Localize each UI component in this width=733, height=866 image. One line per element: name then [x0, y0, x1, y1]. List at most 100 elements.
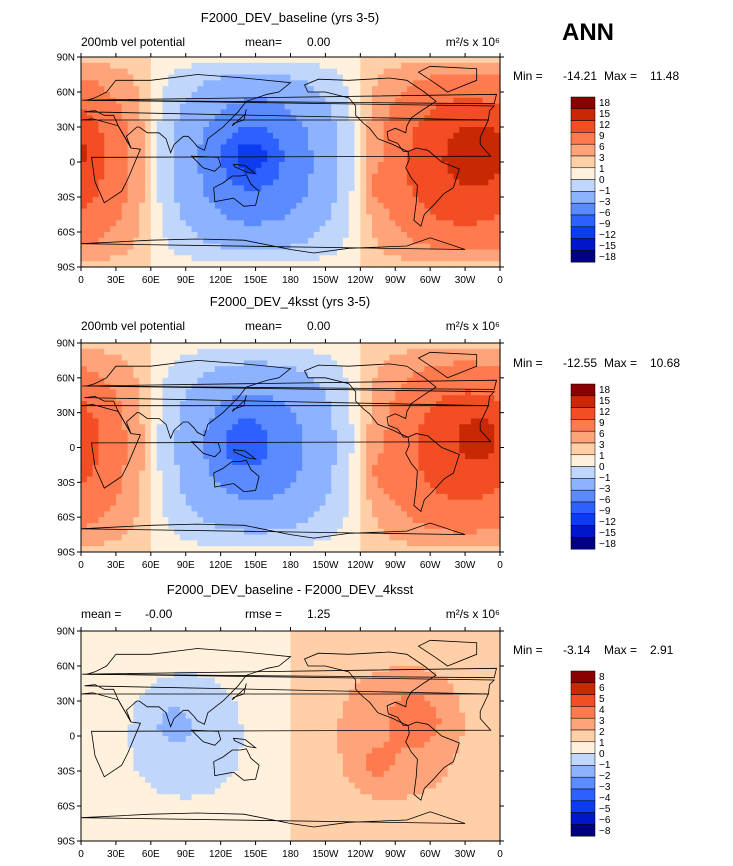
map-cell [185, 179, 193, 186]
map-cell [273, 121, 280, 128]
map-cell [389, 412, 396, 420]
map-cell [354, 220, 361, 227]
colorbar-swatch [570, 108, 596, 121]
map-cell [470, 505, 478, 512]
map-cell [162, 493, 169, 501]
map-cell [383, 435, 391, 443]
map-cell [465, 406, 472, 414]
map-cell [273, 167, 280, 175]
map-cell [86, 132, 94, 140]
map-cell [168, 202, 175, 210]
map-cell [395, 138, 402, 146]
map-cell [337, 377, 344, 385]
map-cell [453, 237, 460, 245]
map-cell [319, 464, 327, 472]
map-cell [243, 430, 251, 437]
map-cell [214, 138, 222, 146]
map-cell [435, 68, 443, 76]
map-cell [494, 62, 501, 70]
map-cell [447, 150, 455, 157]
map-cell [406, 499, 414, 507]
map-cell [203, 459, 210, 466]
map-cell [418, 424, 425, 431]
map-cell [296, 185, 303, 192]
map-cell [331, 57, 338, 64]
map-cell [325, 366, 332, 373]
map-cell [412, 150, 420, 157]
map-cell [278, 173, 286, 181]
map-cell [127, 441, 134, 449]
map-cell [360, 197, 367, 204]
map-cell [86, 150, 94, 157]
colorbar-swatch [570, 226, 596, 239]
map-cell [331, 197, 338, 204]
map-cell [412, 453, 420, 460]
map-cell [453, 57, 460, 64]
map-cell [238, 383, 245, 391]
map-cell [447, 389, 455, 396]
map-cell [226, 97, 233, 105]
map-cell [366, 418, 373, 425]
map-cell [307, 191, 315, 198]
map-cell [104, 121, 111, 128]
map-cell [168, 127, 175, 134]
map-cell [115, 522, 123, 530]
map-cell [86, 482, 94, 489]
map-cell [476, 249, 484, 256]
map-cell [185, 249, 193, 256]
map-cell [412, 109, 420, 116]
map-cell [162, 470, 169, 478]
map-cell [435, 395, 443, 402]
map-cell [174, 522, 181, 530]
map-cell [110, 179, 117, 186]
map-cell [453, 62, 460, 70]
map-cell [121, 447, 129, 454]
map-cell [127, 214, 134, 221]
map-cell [441, 412, 449, 420]
map-cell [377, 517, 385, 524]
map-cell [249, 191, 257, 198]
map-cell [104, 97, 111, 105]
map-cell [337, 389, 344, 396]
map-cell [98, 430, 105, 437]
map-cell [453, 80, 460, 87]
map-cell [191, 220, 198, 227]
map-cell [465, 185, 472, 192]
map-cell [133, 447, 140, 454]
map-cell [249, 517, 257, 524]
map-cell [162, 86, 169, 93]
map-cell [366, 74, 373, 81]
map-cell [98, 121, 105, 128]
map-cell [209, 121, 216, 128]
map-cell [459, 499, 466, 507]
map-cell [110, 138, 117, 146]
map-cell [482, 343, 489, 350]
map-cell [342, 62, 350, 70]
map-cell [121, 237, 129, 245]
map-cell [284, 499, 292, 507]
map-cell [185, 150, 193, 157]
map-cell [197, 470, 204, 478]
map-cell [98, 401, 105, 408]
map-cell [133, 103, 140, 111]
map-cell [185, 57, 193, 64]
map-cell [139, 372, 146, 379]
map-cell [249, 202, 257, 210]
map-cell [354, 173, 361, 181]
map-cell [110, 191, 117, 198]
map-cell [278, 418, 286, 425]
map-cell [203, 144, 210, 151]
map-cell [81, 197, 88, 204]
map-cell [406, 383, 414, 391]
map-cell [220, 86, 228, 93]
map-cell [360, 237, 367, 245]
map-cell [424, 138, 431, 146]
map-cell [145, 505, 152, 512]
map-cell [255, 470, 262, 478]
map-cell [127, 86, 134, 93]
map-cell [360, 412, 367, 420]
map-cell [133, 261, 140, 268]
map-cell [366, 343, 373, 350]
map-cell [424, 435, 431, 443]
map-cell [81, 401, 88, 408]
